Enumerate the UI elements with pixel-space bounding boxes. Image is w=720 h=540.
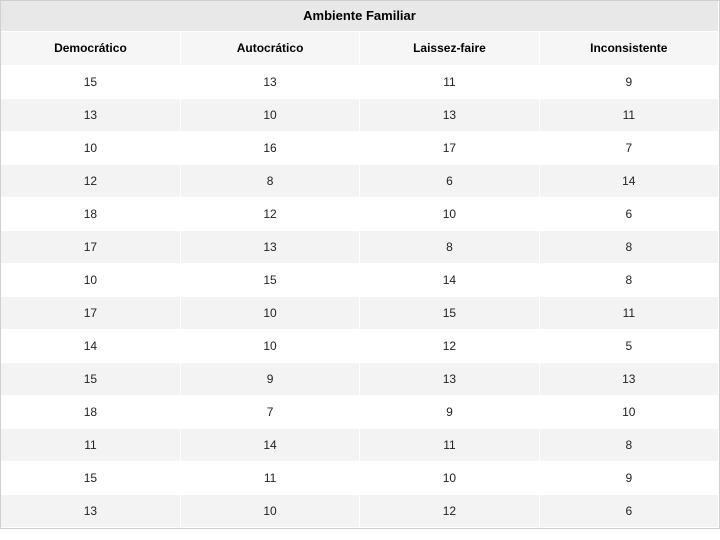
table-row: 1410125 bbox=[1, 329, 719, 362]
table-cell: 10 bbox=[1, 263, 180, 296]
table-cell: 6 bbox=[539, 494, 718, 527]
table-cell: 13 bbox=[360, 362, 539, 395]
table-cell: 9 bbox=[539, 461, 718, 494]
table-cell: 13 bbox=[1, 98, 180, 131]
table-body: 1513119131013111016177128614181210617138… bbox=[1, 65, 719, 527]
table-cell: 12 bbox=[360, 494, 539, 527]
table-cell: 14 bbox=[180, 428, 359, 461]
table-cell: 15 bbox=[1, 65, 180, 98]
table-header-row: Democrático Autocrático Laissez-faire In… bbox=[1, 31, 719, 65]
table-cell: 8 bbox=[539, 230, 718, 263]
table-cell: 17 bbox=[360, 131, 539, 164]
table-cell: 8 bbox=[180, 164, 359, 197]
table-cell: 14 bbox=[539, 164, 718, 197]
table-cell: 10 bbox=[1, 131, 180, 164]
table-cell: 11 bbox=[539, 296, 718, 329]
table-cell: 16 bbox=[180, 131, 359, 164]
table-cell: 13 bbox=[539, 362, 718, 395]
table-cell: 13 bbox=[1, 494, 180, 527]
table-cell: 10 bbox=[180, 494, 359, 527]
table-row: 171388 bbox=[1, 230, 719, 263]
table-cell: 12 bbox=[360, 329, 539, 362]
table-cell: 11 bbox=[360, 428, 539, 461]
table-cell: 12 bbox=[180, 197, 359, 230]
table-cell: 11 bbox=[180, 461, 359, 494]
table-cell: 10 bbox=[180, 329, 359, 362]
table-cell: 17 bbox=[1, 230, 180, 263]
table-cell: 18 bbox=[1, 197, 180, 230]
table-cell: 11 bbox=[360, 65, 539, 98]
table-cell: 17 bbox=[1, 296, 180, 329]
table-cell: 18 bbox=[1, 395, 180, 428]
table-cell: 13 bbox=[360, 98, 539, 131]
table-row: 1591313 bbox=[1, 362, 719, 395]
table-cell: 11 bbox=[539, 98, 718, 131]
table-cell: 11 bbox=[1, 428, 180, 461]
table-row: 128614 bbox=[1, 164, 719, 197]
table-cell: 15 bbox=[1, 461, 180, 494]
table-cell: 15 bbox=[180, 263, 359, 296]
table-cell: 8 bbox=[360, 230, 539, 263]
table-cell: 5 bbox=[539, 329, 718, 362]
col-header: Inconsistente bbox=[539, 31, 718, 65]
table-container: Ambiente Familiar Democrático Autocrátic… bbox=[0, 0, 720, 529]
ambiente-familiar-table: Ambiente Familiar Democrático Autocrátic… bbox=[1, 1, 719, 528]
table-cell: 13 bbox=[180, 65, 359, 98]
table-cell: 7 bbox=[180, 395, 359, 428]
col-header: Democrático bbox=[1, 31, 180, 65]
table-row: 1513119 bbox=[1, 65, 719, 98]
table-cell: 8 bbox=[539, 428, 718, 461]
table-row: 1114118 bbox=[1, 428, 719, 461]
col-header: Laissez-faire bbox=[360, 31, 539, 65]
table-cell: 6 bbox=[360, 164, 539, 197]
table-cell: 14 bbox=[1, 329, 180, 362]
col-header: Autocrático bbox=[180, 31, 359, 65]
table-cell: 10 bbox=[360, 197, 539, 230]
table-cell: 14 bbox=[360, 263, 539, 296]
table-row: 1511109 bbox=[1, 461, 719, 494]
table-cell: 9 bbox=[360, 395, 539, 428]
table-cell: 9 bbox=[180, 362, 359, 395]
table-cell: 10 bbox=[180, 296, 359, 329]
table-row: 187910 bbox=[1, 395, 719, 428]
table-cell: 6 bbox=[539, 197, 718, 230]
table-title: Ambiente Familiar bbox=[1, 1, 719, 31]
table-row: 1015148 bbox=[1, 263, 719, 296]
table-title-row: Ambiente Familiar bbox=[1, 1, 719, 31]
table-cell: 10 bbox=[539, 395, 718, 428]
table-cell: 8 bbox=[539, 263, 718, 296]
table-row: 1310126 bbox=[1, 494, 719, 527]
table-cell: 7 bbox=[539, 131, 718, 164]
table-cell: 12 bbox=[1, 164, 180, 197]
table-cell: 13 bbox=[180, 230, 359, 263]
table-cell: 15 bbox=[1, 362, 180, 395]
table-cell: 10 bbox=[180, 98, 359, 131]
table-cell: 9 bbox=[539, 65, 718, 98]
table-cell: 15 bbox=[360, 296, 539, 329]
table-row: 13101311 bbox=[1, 98, 719, 131]
table-row: 1016177 bbox=[1, 131, 719, 164]
table-row: 1812106 bbox=[1, 197, 719, 230]
table-cell: 10 bbox=[360, 461, 539, 494]
table-row: 17101511 bbox=[1, 296, 719, 329]
